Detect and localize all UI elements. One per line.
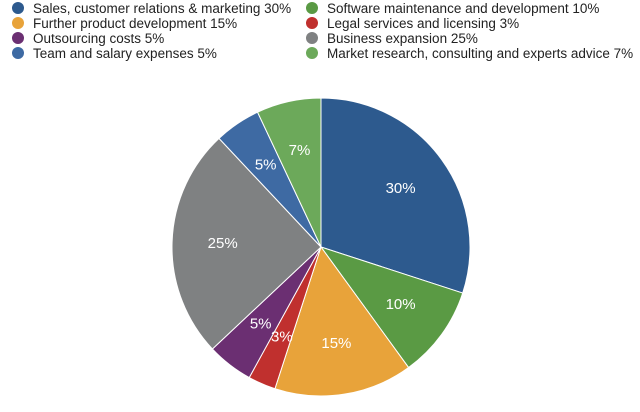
legend-item-market: Market research, consulting and experts … (306, 45, 633, 61)
legend-marker (306, 47, 318, 59)
legend-item-legal: Legal services and licensing 3% (306, 15, 519, 31)
pie-slice-label: 7% (289, 142, 311, 159)
pie-slice-label: 25% (208, 235, 238, 252)
legend-marker (12, 17, 24, 29)
legend-label: Market research, consulting and experts … (327, 45, 634, 61)
legend-marker (306, 32, 318, 44)
legend-item-software: Software maintenance and development 10% (306, 0, 599, 16)
pie-slice-label: 30% (386, 180, 416, 197)
legend-label: Software maintenance and development 10% (327, 0, 600, 16)
pie-slice-label: 3% (271, 328, 293, 345)
pie-slices (171, 97, 471, 397)
legend-item-team: Team and salary expenses 5% (12, 45, 217, 61)
legend-label: Sales, customer relations & marketing 30… (33, 0, 292, 16)
pie-slice-label: 5% (255, 157, 277, 174)
legend-marker (306, 17, 318, 29)
legend-marker (12, 32, 24, 44)
pie-slice (319, 246, 464, 369)
pie-slice-labels: 30%10%15%3%5%25%5%7% (208, 142, 416, 352)
pie-slice (274, 245, 410, 397)
legend-item-sales: Sales, customer relations & marketing 30… (12, 0, 291, 16)
legend-item-expansion: Business expansion 25% (306, 30, 478, 46)
pie-slice-label: 10% (386, 296, 416, 313)
legend-marker (12, 2, 24, 14)
chart-legend: Sales, customer relations & marketing 30… (0, 0, 640, 64)
legend-label: Outsourcing costs 5% (33, 30, 165, 46)
legend-label: Business expansion 25% (327, 30, 478, 46)
legend-marker (306, 2, 318, 14)
legend-label: Legal services and licensing 3% (327, 15, 520, 31)
pie-slice-label: 15% (321, 335, 351, 352)
pie-slice (171, 137, 322, 350)
pie-slice-label: 5% (250, 316, 272, 333)
legend-item-outsourcing: Outsourcing costs 5% (12, 30, 164, 46)
pie-slice (256, 97, 322, 248)
legend-marker (12, 47, 24, 59)
pie-slice (320, 97, 471, 294)
legend-label: Team and salary expenses 5% (33, 45, 217, 61)
legend-item-product: Further product development 15% (12, 15, 237, 31)
legend-label: Further product development 15% (33, 15, 238, 31)
